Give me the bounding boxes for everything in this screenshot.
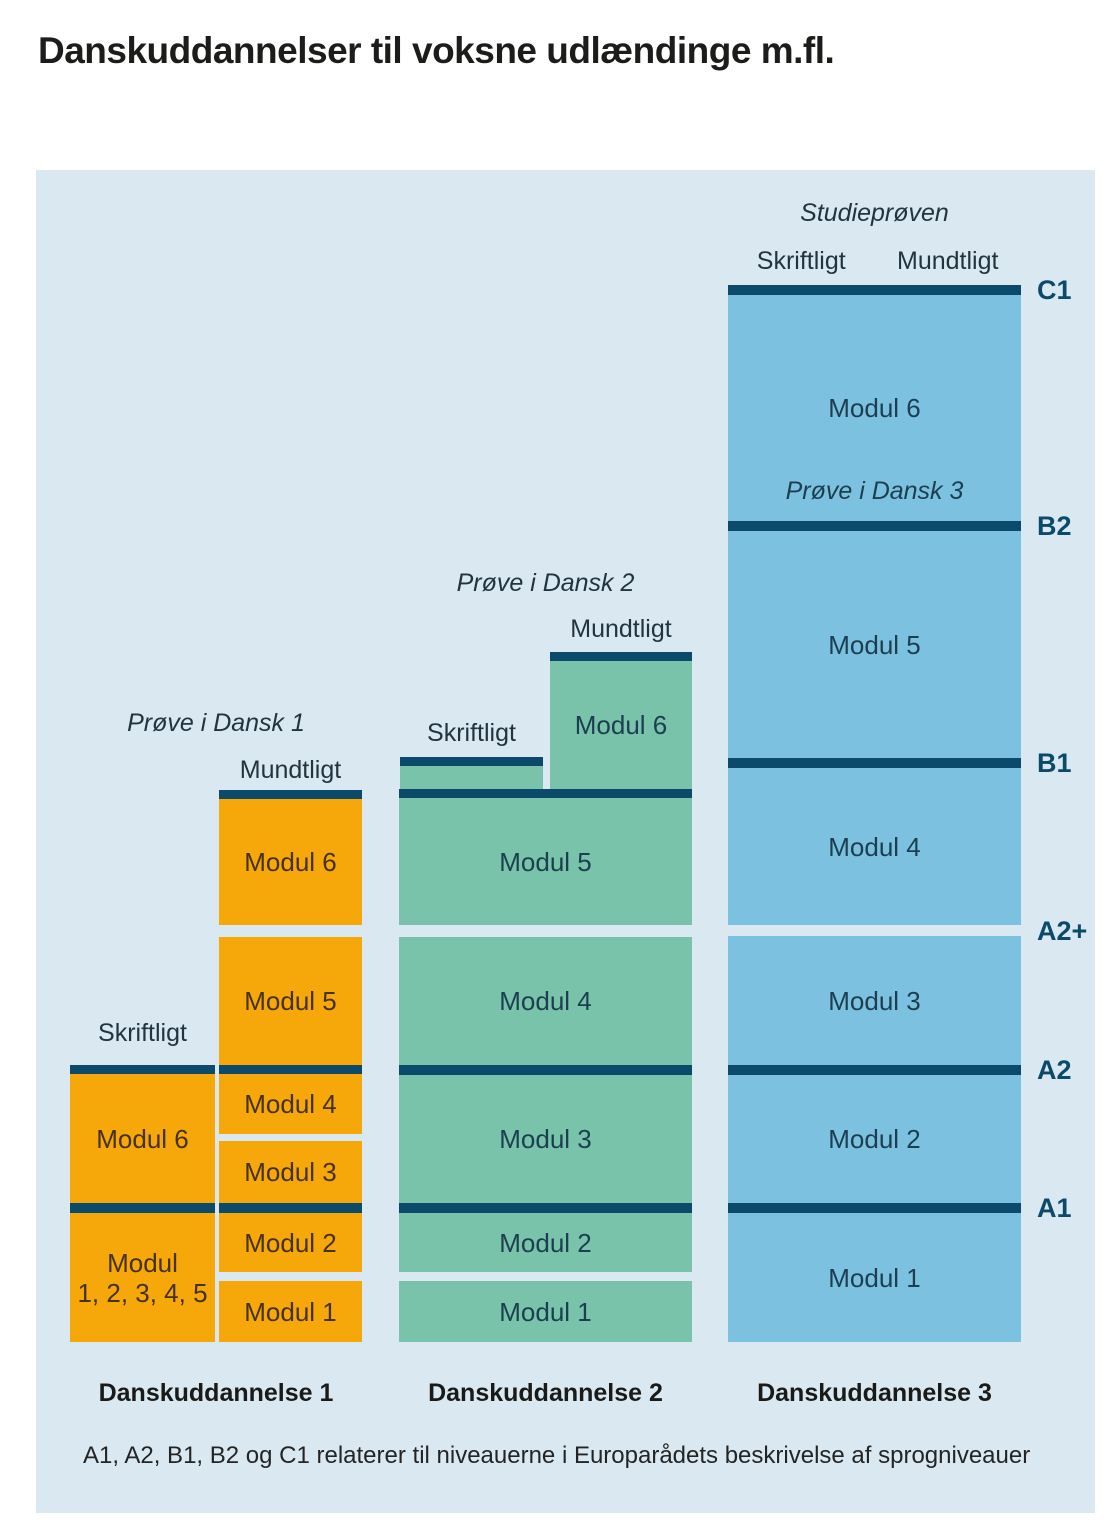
box-label: Modul 5 xyxy=(828,629,921,660)
box-label: Modul 3 xyxy=(244,1157,337,1187)
col2-modul5-top-bar xyxy=(399,789,692,798)
box-label: Modul 2 xyxy=(244,1227,337,1258)
level-label-b1: B1 xyxy=(1037,748,1072,778)
level-label-a2: A2 xyxy=(1037,1055,1072,1085)
box-label: Modul 5 xyxy=(244,986,337,1016)
box-label: Modul 1 xyxy=(499,1296,592,1327)
col1-right-modul5-box: Modul 5 xyxy=(219,937,362,1065)
col3-modul1-box: Modul 1 xyxy=(728,1213,1021,1342)
box-label: Modul 2 xyxy=(499,1227,592,1258)
col2-oral-bar xyxy=(550,652,692,661)
col3-exam-title: Studieprøven xyxy=(800,199,949,227)
col2-name: Danskuddannelse 2 xyxy=(428,1379,663,1407)
box-label: Modul 4 xyxy=(828,831,921,862)
col3-modul3-box: Modul 3 xyxy=(728,936,1021,1065)
level-bar-a1-col2 xyxy=(399,1203,692,1213)
level-label-b2: B2 xyxy=(1037,511,1072,541)
col1-right-modul1-box: Modul 1 xyxy=(219,1281,362,1342)
col2-exam-title: Prøve i Dansk 2 xyxy=(456,569,635,597)
box-label: Modul 1 xyxy=(244,1296,337,1327)
col1-right-modul4-box: Modul 4 xyxy=(219,1074,362,1134)
col2-modul5-box: Modul 5 xyxy=(399,798,692,925)
col1-left-modul-1-5-box: Modul 1, 2, 3, 4, 5 xyxy=(70,1213,215,1342)
level-label-a2plus: A2+ xyxy=(1037,916,1088,946)
col3-exam-parts-row: Skriftligt Mundtligt xyxy=(728,246,1021,276)
box-label: Modul 6 xyxy=(574,710,668,740)
col1-exam-title: Prøve i Dansk 1 xyxy=(127,709,305,737)
box-label: Modul 3 xyxy=(499,1124,592,1154)
level-bar-b2 xyxy=(728,521,1021,531)
col1-written-label: Skriftligt xyxy=(98,1019,187,1047)
col1-left-modul6-box: Modul 6 xyxy=(70,1074,215,1203)
col2-written-label: Skriftligt xyxy=(427,719,516,747)
box-label: Modul 1 xyxy=(828,1262,921,1293)
level-bar-a1-col3 xyxy=(728,1203,1021,1213)
box-label: Modul 2 xyxy=(828,1124,921,1154)
box-label: Modul 3 xyxy=(828,985,921,1016)
col3-written-label: Skriftligt xyxy=(756,247,846,275)
col1-right-modul2-box: Modul 2 xyxy=(219,1213,362,1272)
col3-modul5-box: Modul 5 xyxy=(728,531,1021,758)
col2-modul2-box: Modul 2 xyxy=(399,1213,692,1272)
box-label-line2: 1, 2, 3, 4, 5 xyxy=(77,1277,208,1308)
col1-right-modul3-box: Modul 3 xyxy=(219,1141,362,1203)
col1-right-modul6-box: Modul 6 xyxy=(219,799,362,925)
col2-written-bar xyxy=(400,757,543,766)
box-label: Modul 6 xyxy=(96,1123,189,1154)
level-label-a1: A1 xyxy=(1037,1193,1072,1223)
level-label-c1: C1 xyxy=(1037,275,1072,305)
col2-oral-label: Mundtligt xyxy=(570,615,672,643)
page-title: Danskuddannelser til voksne udlændinge m… xyxy=(38,30,835,71)
col1-written-bar xyxy=(70,1065,215,1074)
col3-modul2-box: Modul 2 xyxy=(728,1075,1021,1203)
box-label: Modul 5 xyxy=(499,846,592,877)
footnote: A1, A2, B1, B2 og C1 relaterer til nivea… xyxy=(83,1442,1031,1469)
col1-oral-label: Mundtligt xyxy=(239,756,342,784)
diagram-panel: Studieprøven Skriftligt Mundtligt Modul … xyxy=(36,170,1095,1513)
col1-name: Danskuddannelse 1 xyxy=(98,1379,334,1407)
box-label: Modul 4 xyxy=(499,986,592,1016)
col3-name: Danskuddannelse 3 xyxy=(757,1379,992,1407)
level-bar-a2-col1-right xyxy=(219,1065,362,1074)
col2-modul1-box: Modul 1 xyxy=(399,1281,692,1342)
col1-oral-bar xyxy=(219,790,362,799)
level-bar-a2-col3 xyxy=(728,1065,1021,1075)
box-label: Modul 4 xyxy=(244,1089,337,1119)
col2-modul6-box: Modul 6 xyxy=(550,661,692,789)
col3-modul6-box: Modul 6 Prøve i Dansk 3 xyxy=(728,295,1021,521)
level-bar-a2-col2 xyxy=(399,1065,692,1075)
box-label: Modul 6 xyxy=(244,847,337,877)
level-bar-c1 xyxy=(728,285,1021,295)
col3-oral-label: Mundtligt xyxy=(897,247,999,275)
box-label-line1: Modul xyxy=(107,1247,178,1278)
col3-modul4-box: Modul 4 xyxy=(728,768,1021,925)
level-bar-a1-col1-right xyxy=(219,1203,362,1213)
box-label: Modul 6 xyxy=(828,393,921,423)
level-bar-a1-col1-left xyxy=(70,1203,215,1213)
level-bar-b1 xyxy=(728,758,1021,768)
col2-modul4-box: Modul 4 xyxy=(399,937,692,1065)
col2-modul3-box: Modul 3 xyxy=(399,1075,692,1203)
col3-prove-i-dansk3-label: Prøve i Dansk 3 xyxy=(785,477,964,505)
col2-written-strip xyxy=(400,766,543,789)
